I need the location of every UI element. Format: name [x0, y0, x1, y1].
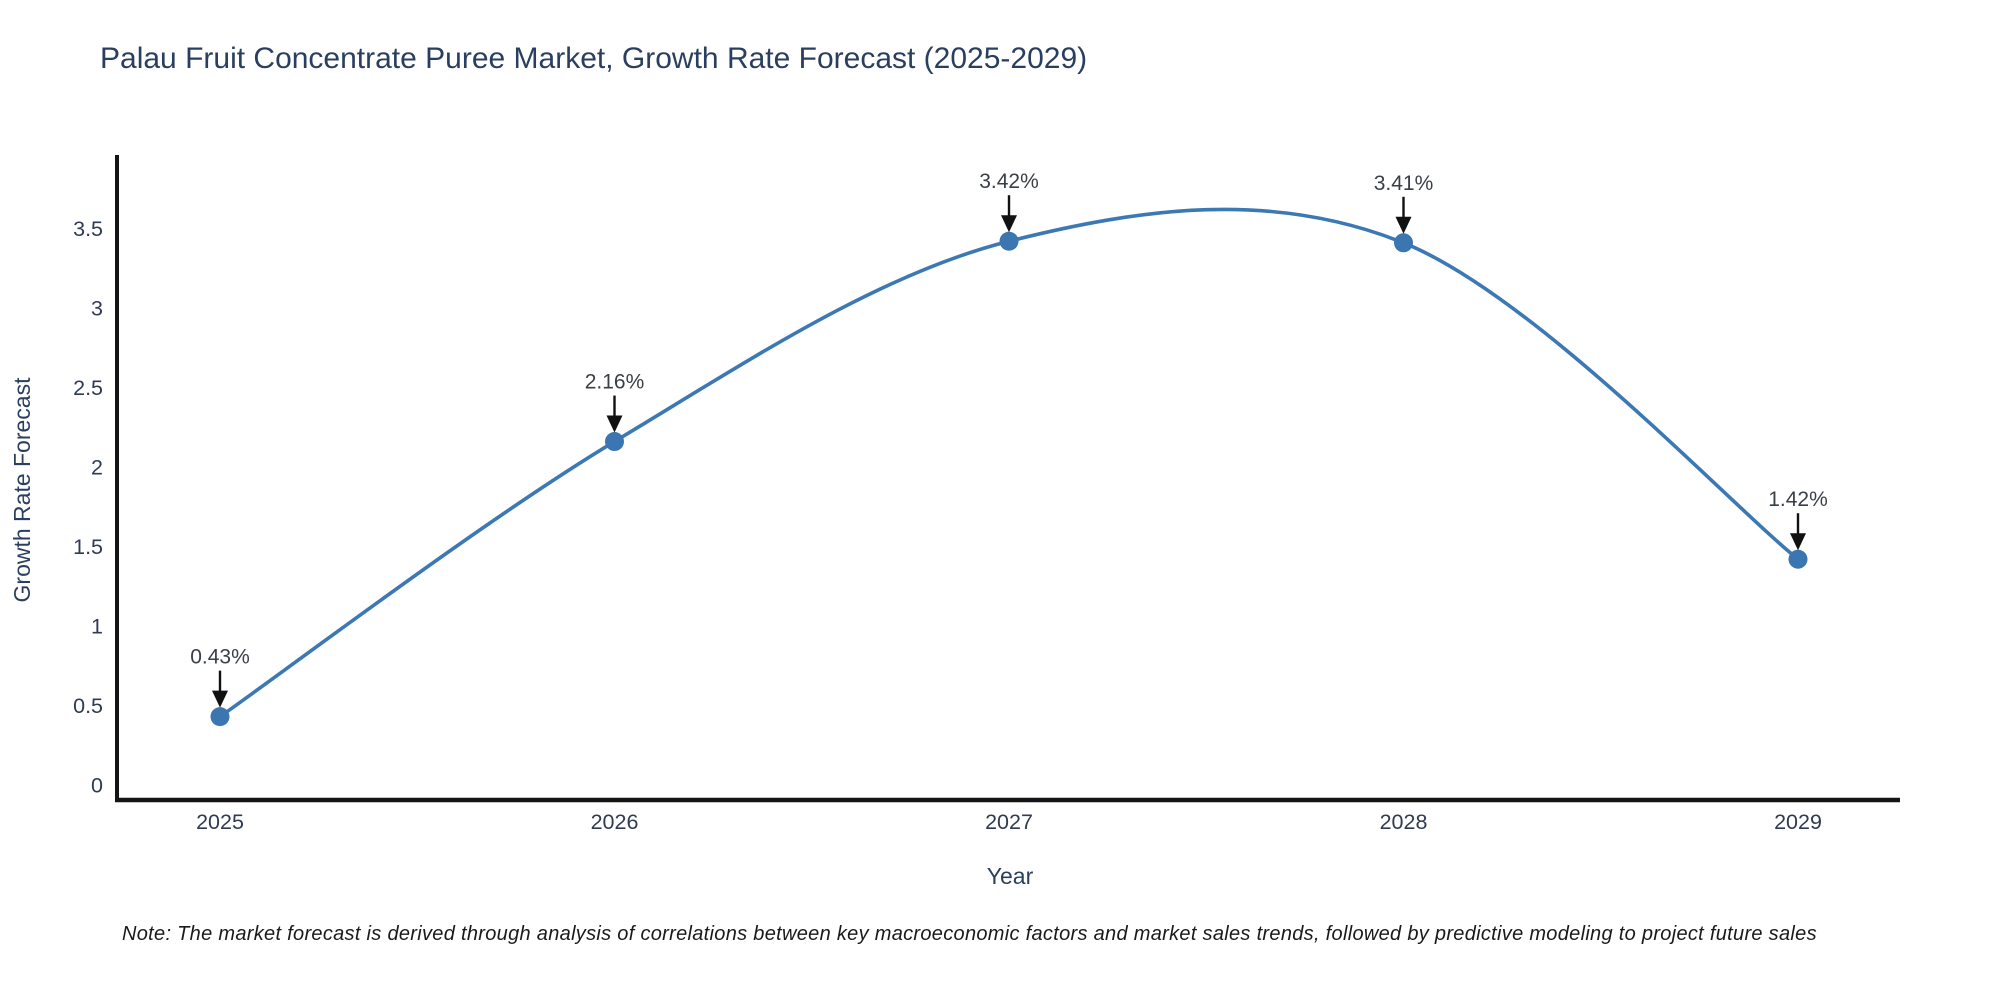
y-tick-label: 3.5 — [73, 217, 103, 241]
data-point-marker — [1394, 233, 1413, 253]
annotation-arrowhead-icon — [606, 415, 623, 433]
annotation-arrowhead-icon — [1001, 215, 1017, 233]
annotation-arrowhead-icon — [1395, 216, 1412, 234]
annotation-arrowhead-icon — [1790, 533, 1806, 551]
point-annotation-label: 3.41% — [1374, 172, 1434, 195]
y-tick-label: 0 — [91, 774, 103, 798]
y-tick-label: 3 — [91, 297, 103, 321]
annotations-group: 0.43% 2.16% 3.42% 3.41% 1.42% — [190, 170, 1828, 708]
y-tick-label: 0.5 — [73, 694, 103, 718]
axes-group — [115, 155, 1900, 803]
x-tick-label: 2027 — [985, 810, 1033, 834]
point-annotation-label: 2.16% — [585, 371, 645, 394]
data-point-marker — [1788, 549, 1808, 569]
y-tick-label: 1 — [91, 615, 103, 639]
y-tick-label: 1.5 — [73, 535, 103, 559]
data-point-marker — [210, 707, 230, 727]
chart-title: Palau Fruit Concentrate Puree Market, Gr… — [100, 42, 1087, 75]
point-annotation-label: 1.42% — [1768, 488, 1828, 511]
x-tick-label: 2026 — [591, 810, 639, 834]
x-axis-title: Year — [987, 863, 1034, 889]
point-annotation-label: 0.43% — [190, 646, 250, 669]
y-tick-labels-group: 0 0.5 1 1.5 2 2.5 3 3.5 — [73, 217, 103, 798]
y-tick-label: 2 — [91, 456, 103, 480]
footnote-text: Note: The market forecast is derived thr… — [122, 923, 1817, 945]
x-tick-label: 2025 — [196, 810, 244, 834]
y-tick-label: 2.5 — [73, 376, 103, 400]
y-axis-title: Growth Rate Forecast — [9, 377, 35, 603]
point-annotation-label: 3.42% — [979, 170, 1039, 193]
data-point-marker — [999, 231, 1019, 251]
x-tick-label: 2029 — [1774, 810, 1822, 834]
data-point-marker — [605, 432, 624, 452]
annotation-arrowhead-icon — [212, 690, 228, 708]
x-tick-label: 2028 — [1380, 810, 1428, 834]
x-tick-labels-group: 2025 2026 2027 2028 2029 — [196, 810, 1822, 834]
series-group — [210, 207, 1808, 727]
